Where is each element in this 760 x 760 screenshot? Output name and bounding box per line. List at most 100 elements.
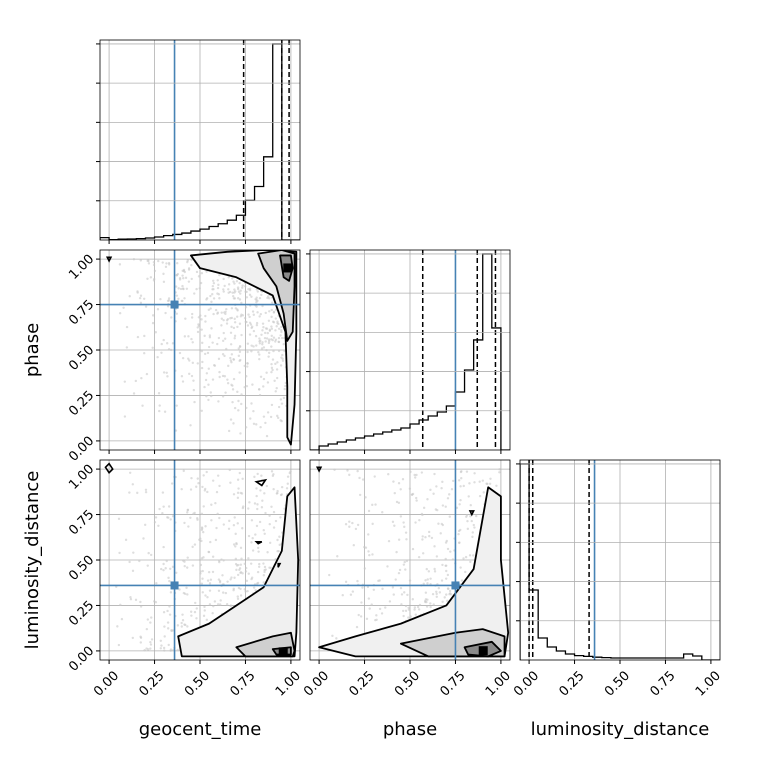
scatter-point (267, 351, 271, 355)
scatter-point (218, 516, 221, 520)
scatter-point (254, 589, 257, 592)
scatter-point (253, 475, 256, 479)
scatter-point (263, 492, 266, 495)
scatter-point (205, 297, 209, 300)
scatter-point (190, 614, 193, 617)
scatter-point (246, 350, 249, 354)
scatter-point (154, 331, 158, 334)
scatter-point (286, 482, 289, 485)
scatter-point (183, 297, 186, 300)
scatter-point (222, 523, 225, 526)
scatter-point (213, 364, 217, 367)
scatter-point (272, 526, 276, 529)
scatter-point (268, 310, 271, 313)
scatter-point (283, 387, 286, 391)
scatter-point (426, 498, 429, 501)
scatter-point (175, 404, 178, 407)
scatter-point (392, 480, 395, 483)
scatter-point (247, 572, 250, 575)
scatter-point (272, 349, 275, 353)
scatter-point (451, 479, 455, 483)
scatter-point (248, 333, 252, 336)
scatter-point (448, 515, 451, 518)
scatter-point (170, 482, 174, 485)
scatter-point (207, 345, 211, 349)
scatter-point (270, 366, 274, 370)
scatter-point (192, 388, 196, 392)
scatter-point (335, 637, 338, 640)
scatter-point (223, 284, 226, 288)
y-tick-label: 0.25 (66, 598, 97, 629)
panel-plot-area (310, 460, 510, 660)
scatter-point (237, 399, 240, 403)
scatter-point (229, 343, 233, 346)
scatter-point (128, 560, 131, 564)
scatter-point (134, 598, 138, 602)
scatter-point (283, 349, 286, 353)
scatter-point (269, 415, 273, 419)
panel-phase-hist (306, 249, 511, 454)
scatter-point (237, 347, 240, 350)
scatter-point (251, 310, 255, 313)
scatter-point (169, 591, 173, 594)
x-tick-label: 0.25 (557, 668, 588, 699)
x-tick-label: 1.00 (483, 668, 514, 699)
scatter-point (145, 372, 149, 376)
x-tick-label: 0.75 (437, 668, 468, 699)
scatter-point (185, 287, 189, 291)
scatter-point (212, 281, 216, 285)
scatter-point (445, 593, 448, 596)
scatter-point (162, 280, 166, 284)
scatter-point (444, 557, 447, 561)
histogram-luminosity_distance (520, 463, 720, 660)
scatter-point (471, 531, 474, 534)
scatter-point (270, 325, 273, 328)
x-tick-label: 0.75 (647, 668, 678, 699)
scatter-point (157, 524, 160, 528)
scatter-point (268, 566, 271, 569)
scatter-point (256, 507, 259, 511)
scatter-point (262, 562, 265, 565)
scatter-point (280, 330, 283, 334)
scatter-point (381, 587, 384, 591)
scatter-point (187, 335, 190, 338)
scatter-point (270, 338, 273, 341)
scatter-point (276, 414, 279, 418)
scatter-point (411, 598, 414, 601)
scatter-point (167, 516, 170, 519)
scatter-point (266, 551, 269, 554)
scatter-point (336, 555, 339, 558)
scatter-point (167, 576, 170, 580)
scatter-point (444, 505, 447, 508)
scatter-point (441, 563, 444, 567)
scatter-point (232, 326, 236, 330)
scatter-point (384, 606, 387, 609)
scatter-point (178, 351, 182, 355)
scatter-point (224, 591, 228, 595)
scatter-point (448, 589, 452, 593)
scatter-point (257, 546, 260, 550)
scatter-point (260, 333, 263, 337)
scatter-point (243, 364, 246, 368)
scatter-point (149, 640, 152, 644)
scatter-point (198, 287, 201, 290)
scatter-point (270, 403, 274, 407)
scatter-point (263, 565, 267, 569)
scatter-point (221, 339, 225, 343)
scatter-point (168, 613, 172, 616)
scatter-point (260, 506, 264, 509)
scatter-point (341, 594, 344, 597)
scatter-point (416, 605, 420, 609)
scatter-point (464, 570, 467, 574)
scatter-point (449, 550, 452, 553)
scatter-point (277, 349, 281, 353)
scatter-point (206, 579, 210, 582)
x-tick-label: 0.75 (227, 668, 258, 699)
scatter-point (246, 362, 249, 365)
scatter-point (151, 321, 155, 325)
scatter-point (193, 292, 196, 295)
scatter-point (274, 329, 277, 332)
scatter-point (246, 365, 249, 368)
scatter-point (233, 334, 237, 338)
scatter-point (258, 342, 262, 345)
